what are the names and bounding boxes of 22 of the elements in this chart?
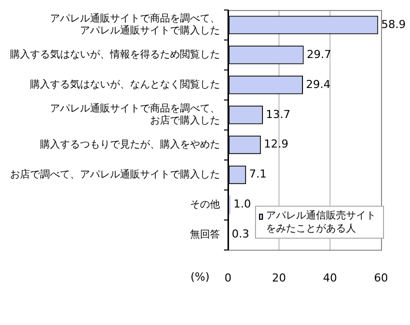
text: 7.1: [249, 168, 267, 181]
x-tick-label: 0: [224, 271, 232, 284]
y-tick-label: その他: [190, 198, 220, 210]
text: 29.7: [306, 48, 332, 61]
y-tick-label: アパレル通販サイトで商品を調べて、アパレル通販サイトで購入した: [50, 12, 220, 37]
y-tick-label: 購入する気はないが、なんとなく閲覧した: [30, 78, 220, 91]
x-tick-label: 40: [323, 271, 337, 284]
text: 12.9: [264, 138, 288, 151]
text: 29.4: [306, 78, 330, 91]
text: 0.3: [232, 228, 250, 241]
y-tick-label: アパレル通販サイトで商品を調べて、お店で購入した: [50, 102, 220, 127]
x-tick-label: 60: [374, 271, 388, 284]
text: 58.9: [381, 18, 406, 31]
text: 1.0: [234, 198, 252, 211]
y-tick-label: 購入するつもりで見たが、購入をやめた: [40, 138, 220, 150]
x-axis-title: (%): [190, 270, 210, 284]
y-tick-label: お店で調べて、アパレル通販サイトで購入した: [10, 168, 220, 180]
text: 13.7: [266, 108, 290, 121]
x-tick-label: 20: [272, 271, 286, 284]
legend-label: アパレル通信販売サイトをみたことがある人: [266, 209, 376, 234]
y-tick-label: 無回答: [190, 228, 220, 240]
y-tick-label: 購入する気はないが、情報を得るため閲覧した: [10, 48, 220, 61]
